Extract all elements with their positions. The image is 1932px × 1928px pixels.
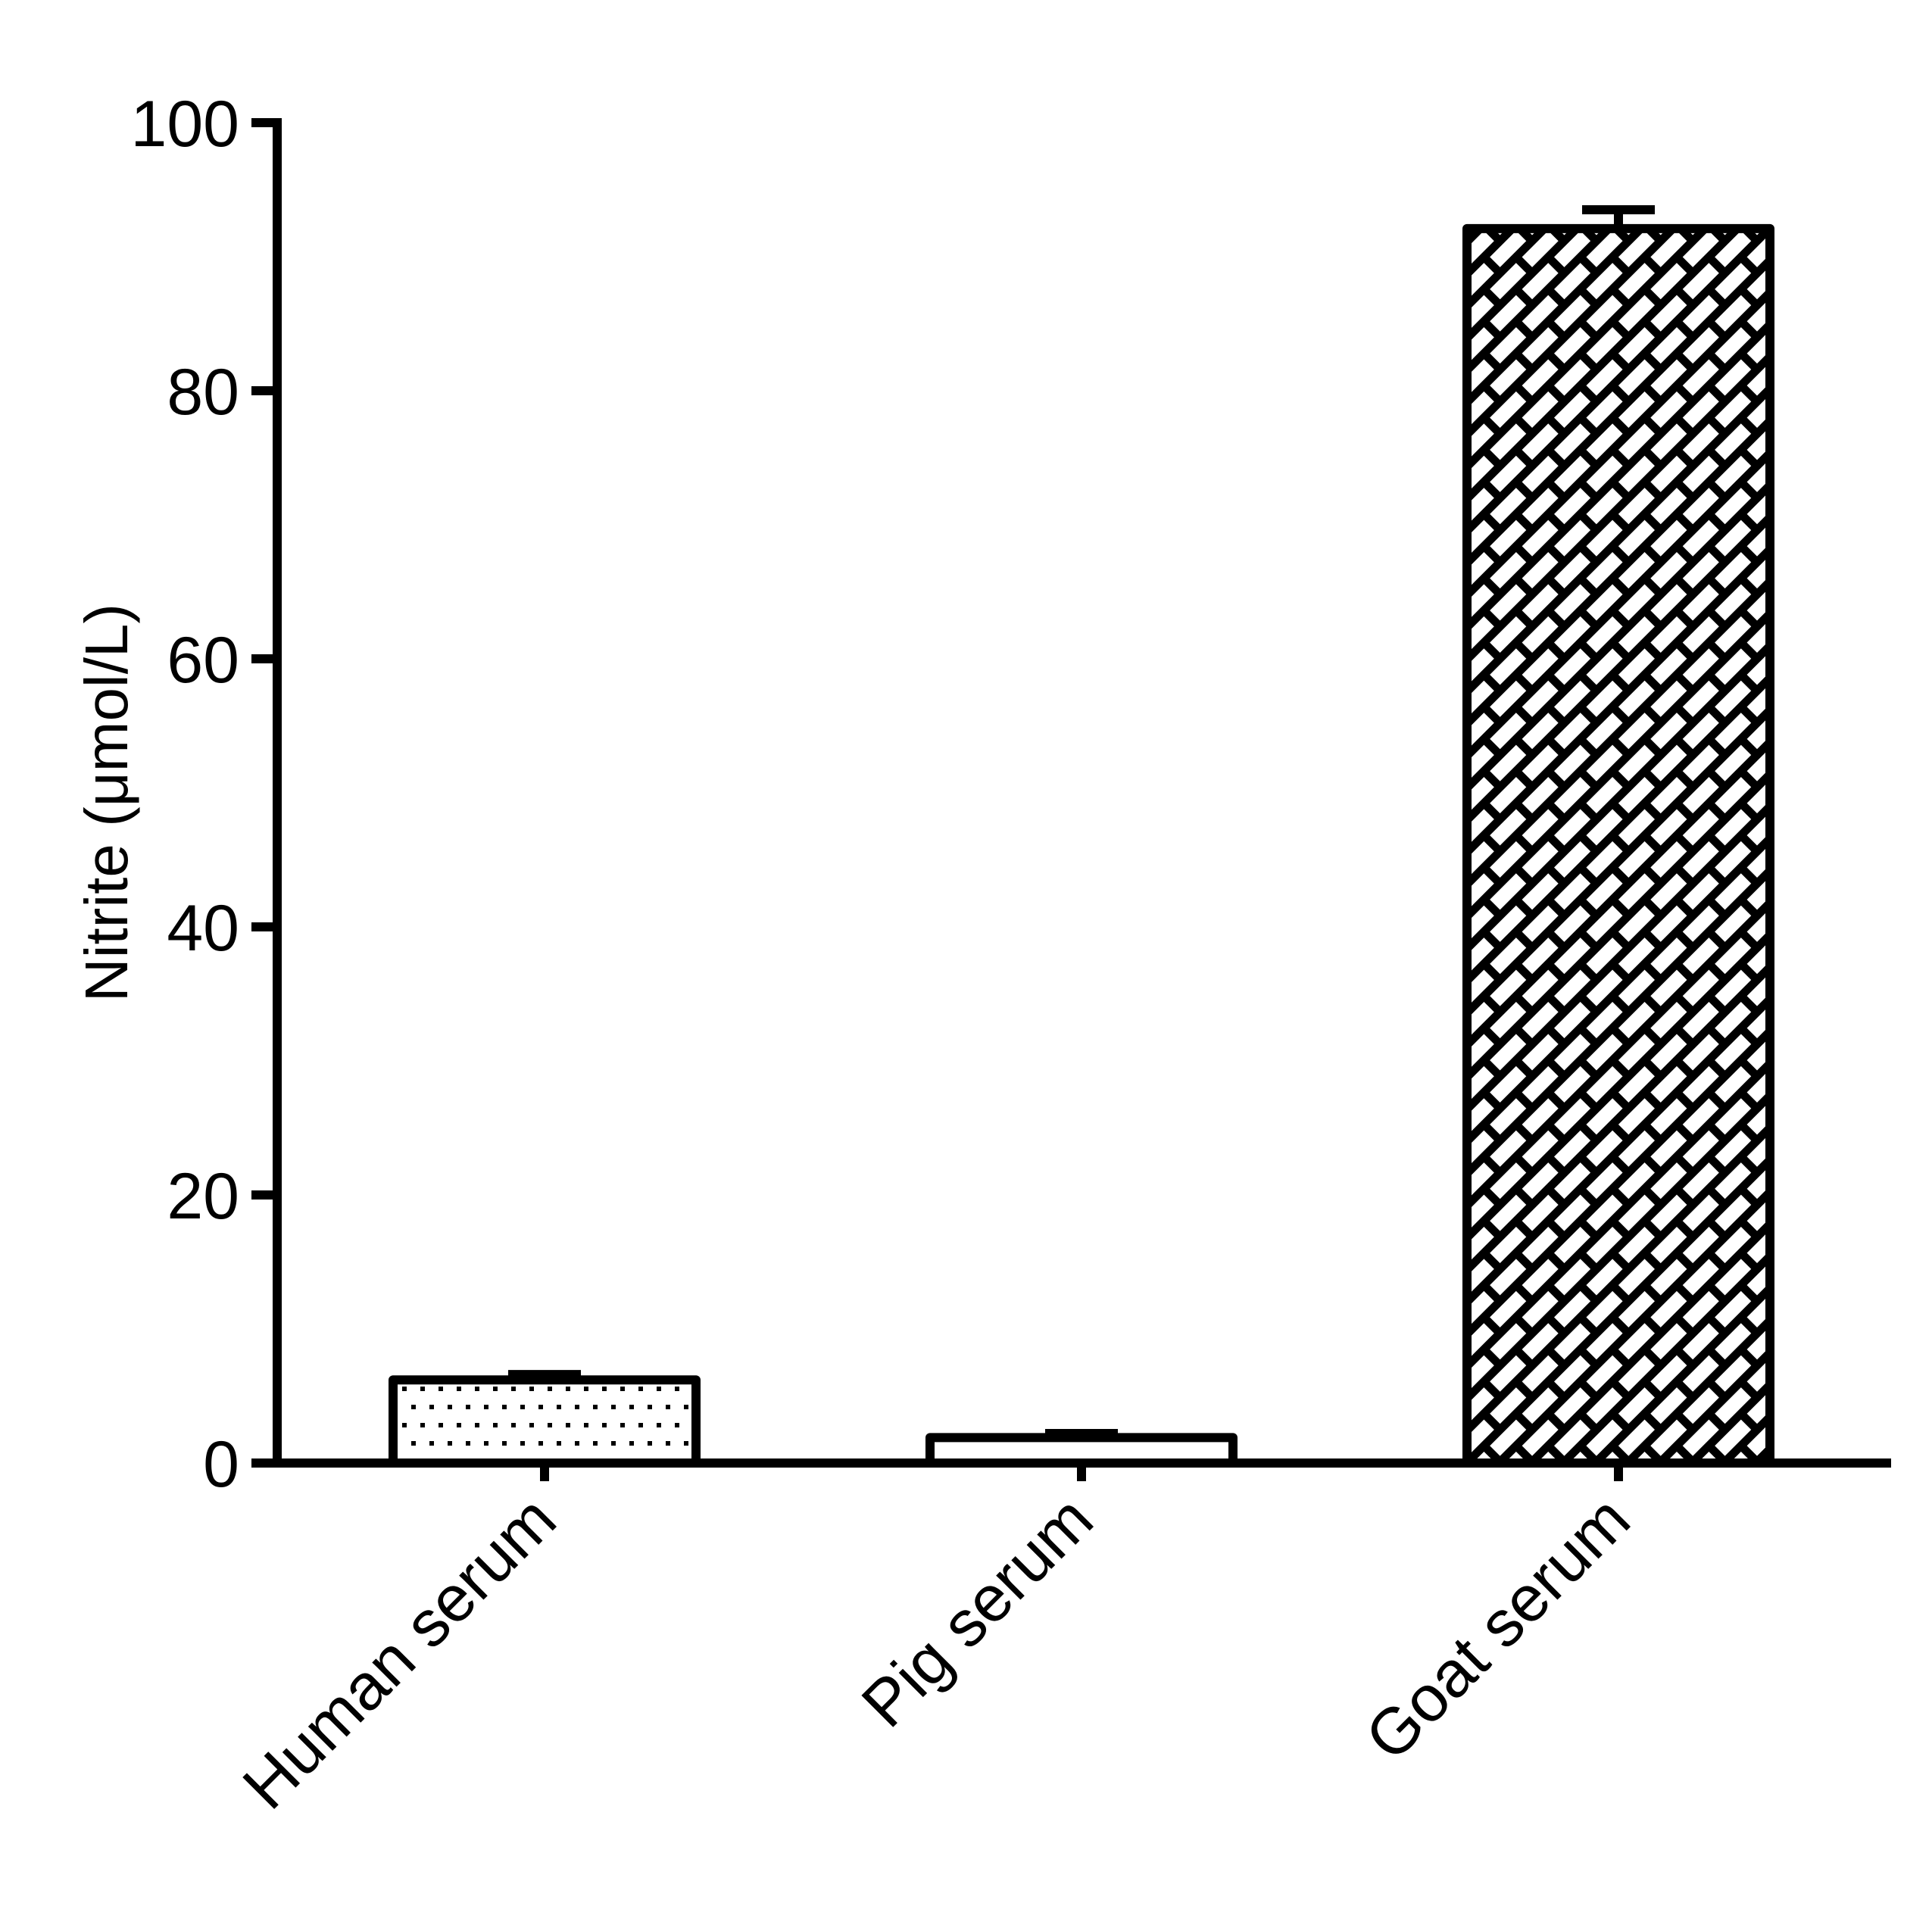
bar-human-serum [389,1370,701,1468]
bar-pig-serum [925,1429,1238,1468]
bar-goat-serum [1462,205,1774,1468]
y-tick-label: 80 [167,356,239,429]
bars [389,205,1774,1468]
y-axis: 0 20 40 60 80 100 [131,88,282,1501]
bar-rect [925,1433,1238,1468]
y-tick-label: 100 [131,88,240,161]
y-tick-label: 60 [167,624,239,697]
y-tick-label: 0 [203,1428,239,1501]
x-category-label: Human serum [229,1483,570,1823]
bar-rect [389,1375,701,1468]
y-tick-label: 40 [167,892,239,965]
y-tick-label: 20 [167,1160,239,1233]
category-labels: Human serum Pig serum Goat serum [229,1483,1644,1823]
y-axis-title: Nitrite (μmol/L) [73,604,140,1002]
x-category-label: Pig serum [848,1483,1107,1742]
x-category-label: Goat serum [1352,1483,1644,1775]
bar-rect [1462,223,1774,1468]
